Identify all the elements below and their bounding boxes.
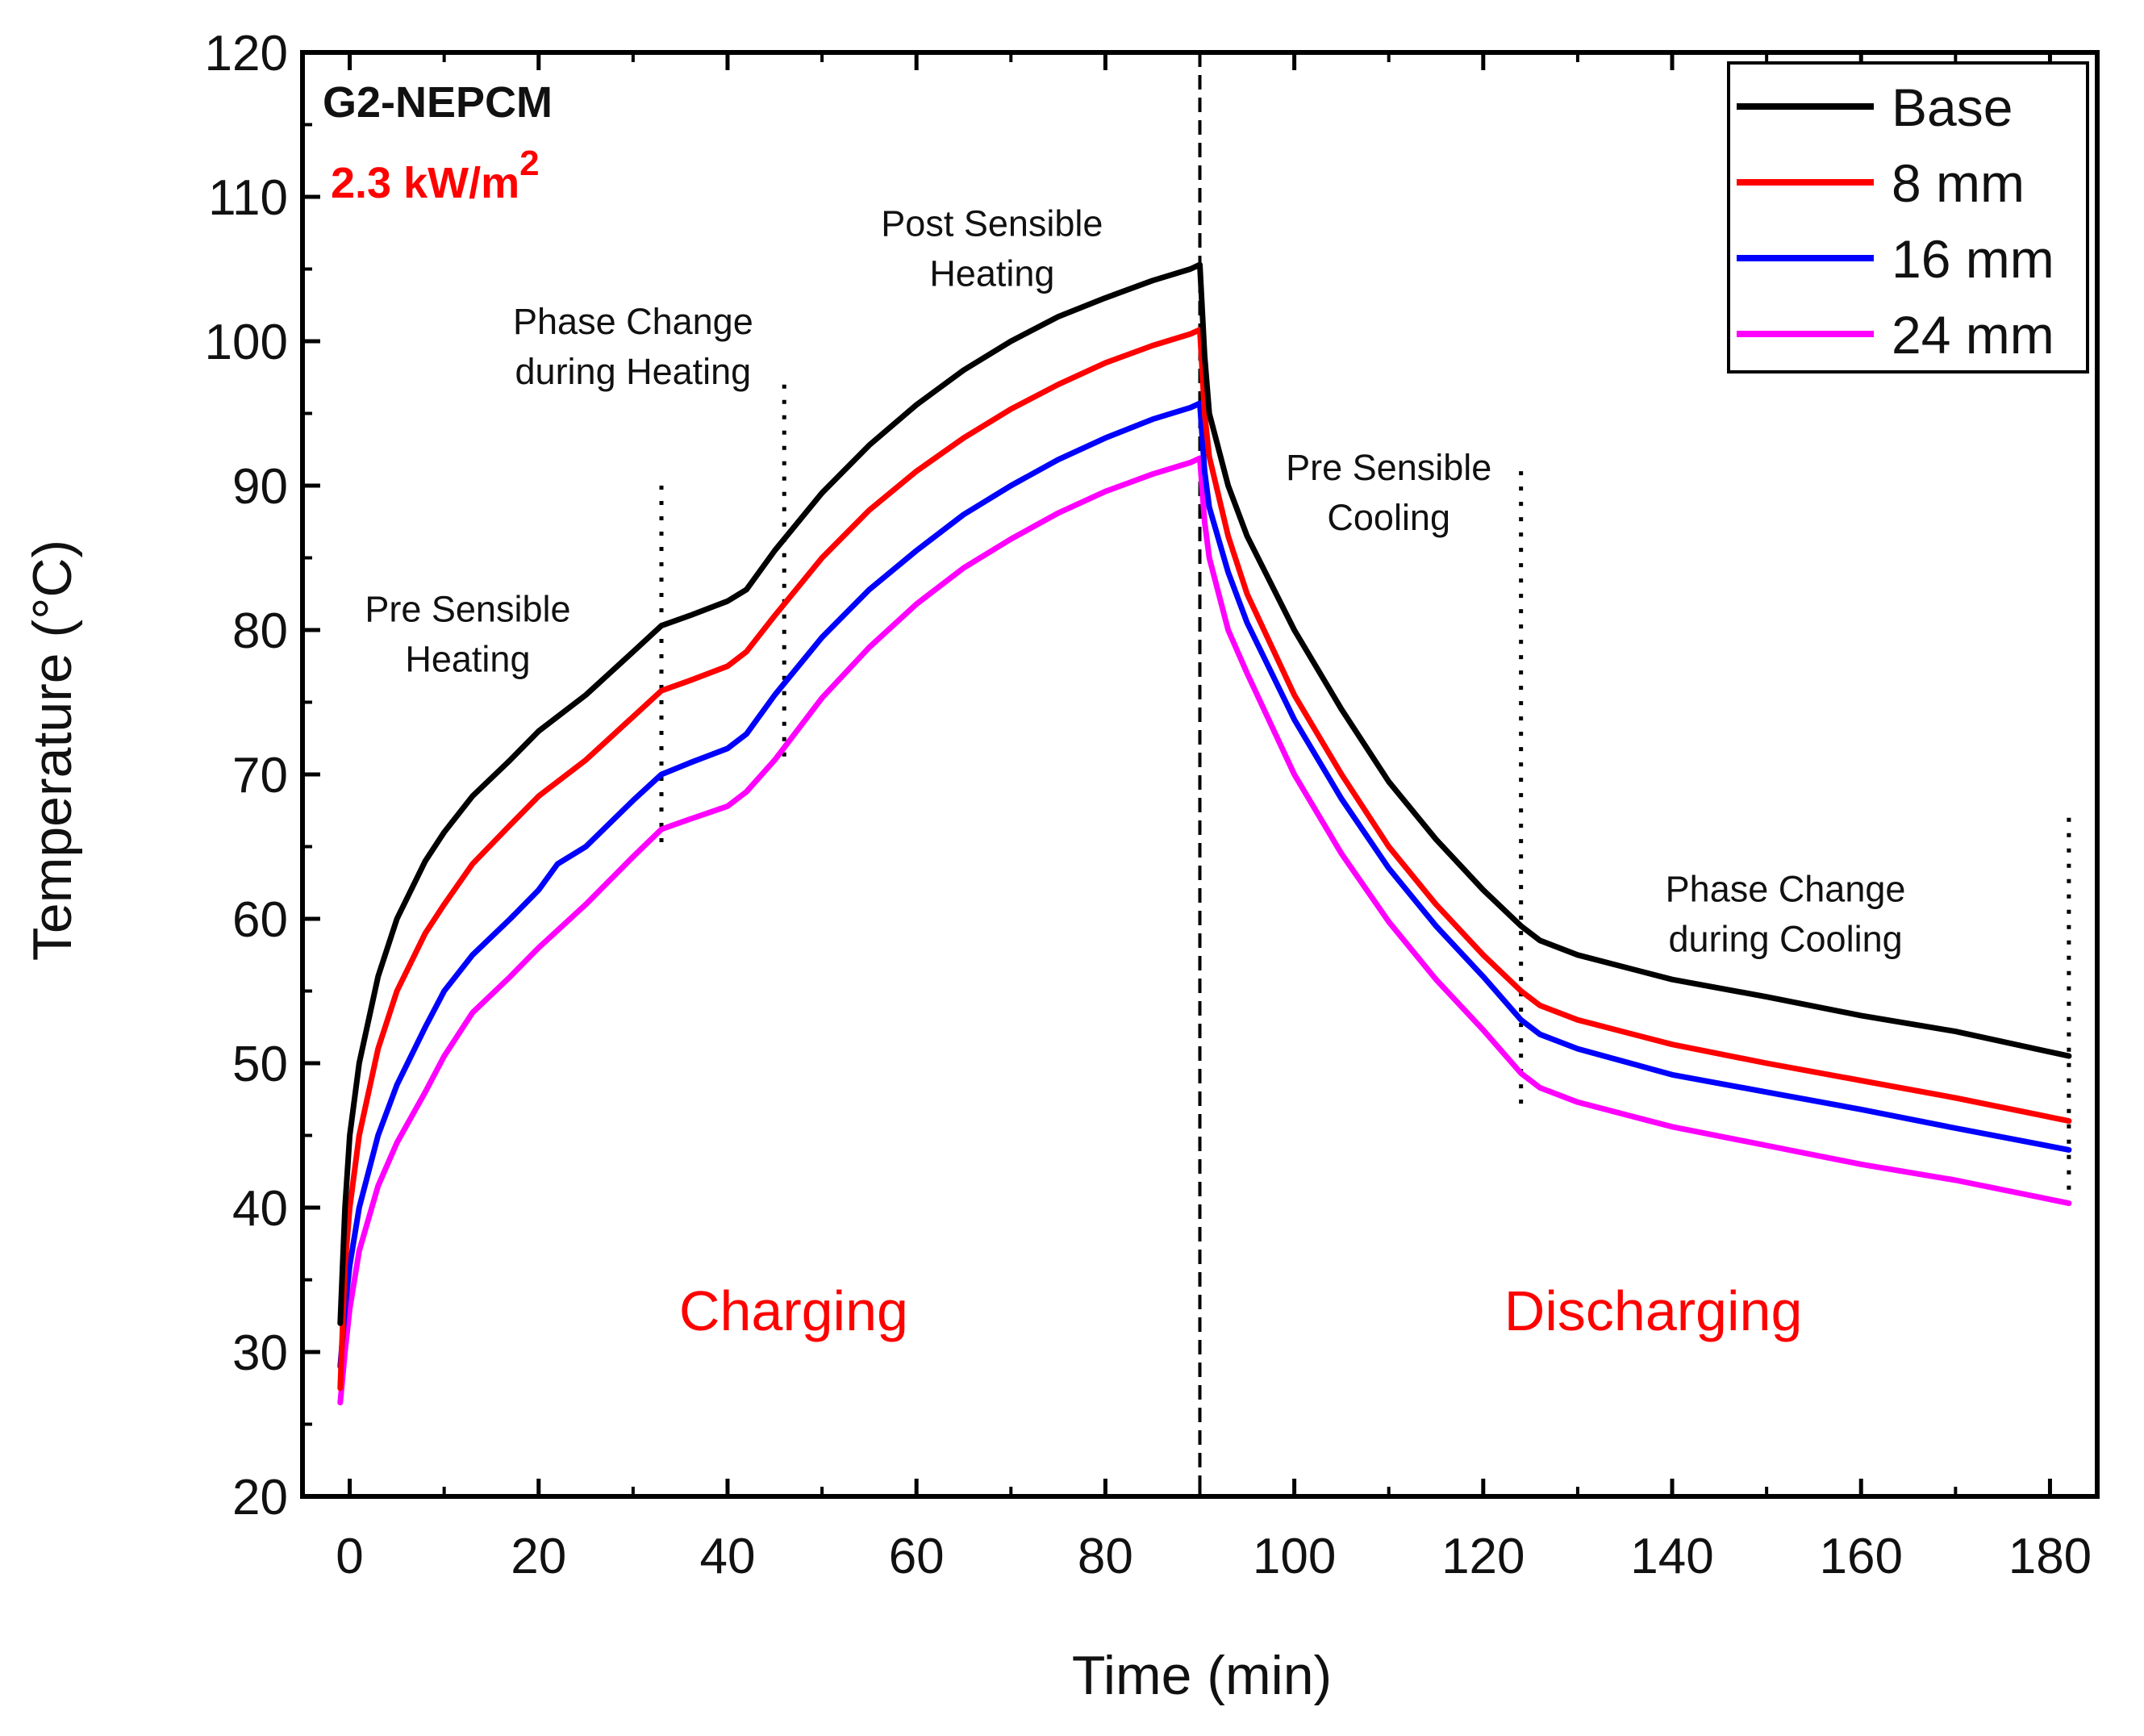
x-tick-label: 80 (1078, 1529, 1133, 1584)
region-annotation: Phase Change during Cooling (1666, 869, 1906, 960)
y-tick-label: 70 (232, 748, 288, 803)
subtitle-main: 2.3 kW/m (331, 159, 519, 207)
annotation-line: Heating (929, 252, 1054, 294)
x-tick-label: 0 (336, 1529, 363, 1584)
chart-subtitle: 2.3 kW/m2 (331, 144, 540, 207)
x-tick-label: 20 (511, 1529, 566, 1584)
annotation-line: during Heating (515, 351, 752, 392)
annotation-line: Post Sensible (881, 202, 1103, 244)
annotation-line: Cooling (1327, 497, 1450, 538)
y-axis-title: Temperature (°C) (22, 540, 83, 961)
y-tick-label: 120 (205, 26, 288, 81)
annotation-line: Heating (405, 638, 530, 679)
x-tick-label: 140 (1630, 1529, 1713, 1584)
y-tick-label: 90 (232, 459, 288, 515)
series-line-24-mm (337, 455, 2072, 1406)
annotation-line: Phase Change (1666, 869, 1906, 910)
region-annotation: Pre Sensible Heating (365, 588, 570, 679)
y-tick-label: 110 (208, 170, 288, 226)
legend-label: 16 mm (1892, 229, 2054, 289)
phase-label-charging: Charging (679, 1279, 908, 1342)
x-tick-label: 40 (699, 1529, 755, 1584)
region-annotation: Phase Change during Heating (513, 301, 753, 392)
y-tick-label: 20 (232, 1470, 288, 1525)
plot-layer: 0 20 40 60 80 100 120 140 160 180 20 30 40 50 60 70 80 90… (205, 26, 2100, 1584)
series-line-16-mm (337, 400, 2072, 1370)
legend-label: Base (1892, 77, 2013, 137)
y-tick-label: 60 (232, 892, 288, 948)
series-line-8-mm (337, 327, 2072, 1392)
region-annotation: Pre Sensible Cooling (1286, 447, 1491, 538)
legend-label: 24 mm (1892, 305, 2054, 365)
region-annotation: Post Sensible Heating (881, 202, 1103, 294)
legend-box (1727, 61, 2089, 373)
x-tick-label: 60 (889, 1529, 945, 1584)
x-tick-label: 120 (1441, 1529, 1525, 1584)
x-tick-label: 180 (2008, 1529, 2092, 1584)
y-tick-label: 40 (232, 1181, 288, 1237)
annotation-line: Phase Change (513, 301, 753, 342)
y-tick-label: 30 (232, 1325, 288, 1381)
subtitle-superscript: 2 (519, 144, 539, 183)
x-tick-label: 160 (1820, 1529, 1903, 1584)
annotation-line: during Cooling (1668, 919, 1902, 960)
chart-title: G2-NEPCM (323, 78, 553, 127)
series-line-base (337, 261, 2072, 1326)
phase-label-discharging: Discharging (1504, 1279, 1803, 1342)
legend-label: 8 mm (1892, 153, 2025, 213)
y-tick-label: 80 (232, 603, 288, 659)
y-tick-label: 100 (205, 315, 288, 370)
legend: Base 8 mm 16 mm 24 mm (1727, 61, 2089, 373)
annotation-line: Pre Sensible (365, 588, 570, 629)
annotation-line: Pre Sensible (1286, 447, 1491, 488)
y-tick-label: 50 (232, 1037, 288, 1092)
x-axis-title: Time (min) (1072, 1645, 1332, 1706)
x-tick-label: 100 (1253, 1529, 1336, 1584)
